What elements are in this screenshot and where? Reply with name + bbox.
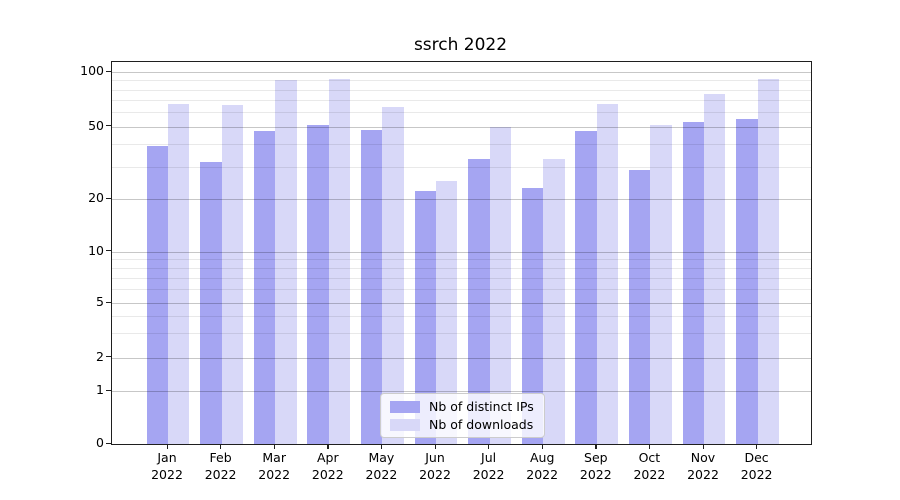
x-tick-label-jun: Jun 2022 bbox=[419, 450, 451, 482]
y-tick-label-20: 20 bbox=[88, 190, 104, 205]
gridline-40 bbox=[112, 144, 811, 146]
bar-may-distinct-ips bbox=[361, 129, 383, 444]
gridline-50 bbox=[112, 126, 811, 128]
x-tick-mark bbox=[756, 444, 758, 449]
bar-jul-downloads bbox=[489, 126, 511, 444]
x-tick-label-may: May 2022 bbox=[365, 450, 398, 482]
x-tick-mark bbox=[488, 444, 490, 449]
plot-area: Nb of distinct IPs Nb of downloads bbox=[111, 61, 812, 445]
gridline-2 bbox=[112, 357, 811, 359]
y-tick-mark bbox=[106, 442, 111, 444]
x-tick-label-mar: Mar 2022 bbox=[258, 450, 291, 482]
bar-aug-distinct-ips bbox=[521, 187, 544, 444]
grid-layer bbox=[112, 62, 811, 444]
y-tick-mark bbox=[106, 356, 111, 358]
x-tick-label-dec: Dec 2022 bbox=[740, 450, 773, 482]
x-tick-label-feb: Feb 2022 bbox=[204, 450, 237, 482]
gridline-90 bbox=[112, 80, 811, 82]
x-tick-mark bbox=[648, 444, 651, 449]
x-tick-label-jan: Jan 2022 bbox=[151, 450, 183, 482]
x-tick-label-apr: Apr 2022 bbox=[311, 450, 344, 482]
x-tick-mark bbox=[273, 444, 276, 449]
gridline-100 bbox=[112, 72, 811, 73]
y-tick-mark bbox=[106, 125, 111, 127]
gridline-8 bbox=[112, 268, 811, 270]
x-tick-label-nov: Nov 2022 bbox=[687, 450, 719, 482]
bar-dec-distinct-ips bbox=[736, 119, 758, 444]
y-tick-label-1: 1 bbox=[96, 382, 104, 397]
x-tick-mark bbox=[380, 444, 383, 449]
gridline-60 bbox=[112, 112, 811, 114]
x-tick-mark bbox=[702, 444, 704, 449]
y-tick-mark bbox=[106, 250, 111, 252]
y-tick-label-2: 2 bbox=[96, 348, 104, 364]
x-tick-mark bbox=[434, 444, 436, 449]
bar-may-downloads bbox=[382, 107, 404, 444]
gridline-9 bbox=[112, 259, 811, 261]
bar-sep-downloads bbox=[596, 103, 619, 444]
y-tick-label-5: 5 bbox=[96, 294, 104, 309]
x-tick-mark bbox=[166, 444, 168, 449]
y-tick-label-0: 0 bbox=[96, 435, 104, 450]
y-tick-label-50: 50 bbox=[88, 117, 104, 133]
downloads-swatch-icon bbox=[390, 418, 420, 431]
gridline-1 bbox=[112, 391, 811, 392]
x-tick-label-oct: Oct 2022 bbox=[633, 450, 666, 482]
gridline-7 bbox=[112, 278, 811, 279]
legend-label-downloads: Nb of downloads bbox=[429, 417, 534, 432]
y-tick-mark bbox=[106, 389, 111, 391]
x-tick-label-sep: Sep 2022 bbox=[579, 450, 612, 482]
bar-jan-distinct-ips bbox=[146, 146, 168, 444]
bar-sep-distinct-ips bbox=[575, 131, 597, 444]
chart-title: ssrch 2022 bbox=[413, 35, 508, 55]
gridline-70 bbox=[112, 100, 811, 102]
bar-apr-distinct-ips bbox=[307, 124, 329, 444]
x-tick-mark bbox=[541, 444, 544, 449]
x-tick-label-jul: Jul 2022 bbox=[472, 450, 505, 482]
bar-feb-distinct-ips bbox=[200, 161, 222, 444]
legend: Nb of distinct IPs Nb of downloads bbox=[380, 393, 545, 438]
bar-aug-downloads bbox=[543, 159, 565, 444]
bar-jan-downloads bbox=[168, 103, 190, 444]
bar-jun-distinct-ips bbox=[414, 191, 436, 444]
bar-jul-distinct-ips bbox=[468, 159, 490, 444]
bar-oct-distinct-ips bbox=[629, 169, 651, 444]
y-tick-label-100: 100 bbox=[80, 63, 104, 78]
x-tick-mark bbox=[220, 444, 222, 449]
x-tick-mark bbox=[595, 444, 597, 449]
gridline-6 bbox=[112, 289, 811, 291]
bar-jun-downloads bbox=[436, 181, 458, 444]
x-tick-mark bbox=[327, 444, 329, 449]
y-tick-mark bbox=[106, 301, 111, 303]
x-tick-label-aug: Aug 2022 bbox=[526, 450, 559, 482]
legend-item-distinct-ips: Nb of distinct IPs bbox=[390, 399, 534, 414]
y-tick-label-10: 10 bbox=[88, 242, 104, 258]
legend-item-downloads: Nb of downloads bbox=[390, 417, 534, 432]
bars-layer bbox=[112, 62, 811, 444]
bar-nov-distinct-ips bbox=[682, 121, 704, 444]
y-tick-mark bbox=[106, 197, 111, 199]
bar-apr-downloads bbox=[328, 79, 351, 444]
bar-mar-distinct-ips bbox=[253, 131, 276, 444]
bar-feb-downloads bbox=[221, 104, 243, 444]
gridline-5 bbox=[112, 303, 811, 304]
gridline-4 bbox=[112, 316, 811, 318]
gridline-3 bbox=[112, 333, 811, 335]
bar-oct-downloads bbox=[650, 124, 672, 444]
legend-label-distinct-ips: Nb of distinct IPs bbox=[429, 399, 534, 414]
gridline-80 bbox=[112, 89, 811, 91]
bar-nov-downloads bbox=[704, 93, 726, 444]
distinct-ips-swatch-icon bbox=[390, 400, 420, 413]
bar-dec-downloads bbox=[757, 79, 779, 444]
y-tick-mark bbox=[106, 70, 111, 72]
gridline-10 bbox=[112, 251, 811, 253]
gridline-30 bbox=[112, 166, 811, 168]
bar-mar-downloads bbox=[275, 80, 297, 444]
gridline-20 bbox=[112, 199, 811, 200]
